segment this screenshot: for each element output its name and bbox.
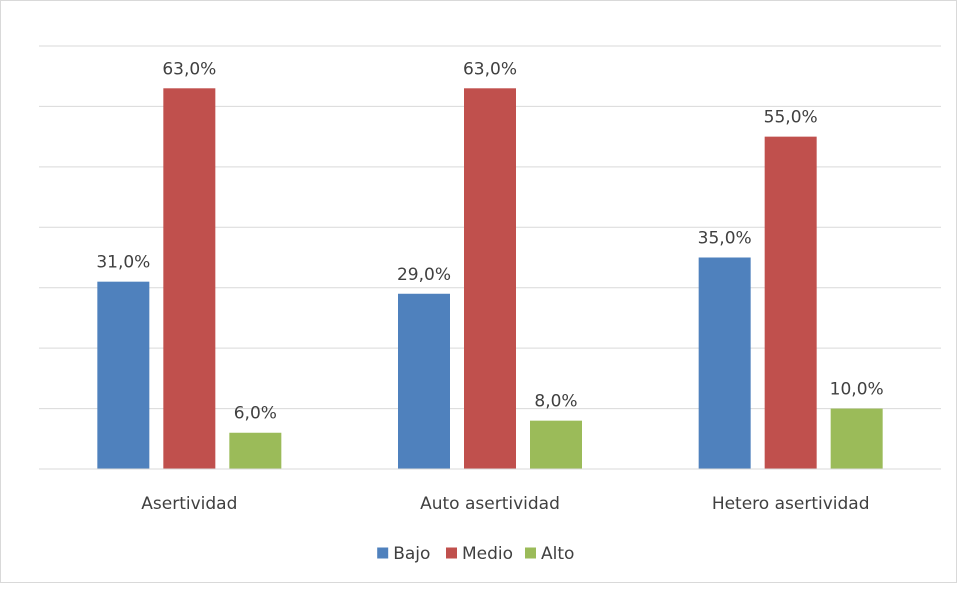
bars	[97, 88, 883, 470]
category-label: Hetero asertividad	[712, 494, 870, 514]
legend-swatch-alto	[525, 547, 536, 559]
category-label: Auto asertividad	[420, 494, 560, 514]
bar-bajo	[398, 293, 450, 469]
bar-medio	[464, 88, 516, 470]
data-label: 6,0%	[234, 404, 277, 424]
bar-alto	[530, 420, 582, 469]
data-label: 63,0%	[463, 59, 517, 79]
data-label: 63,0%	[162, 59, 216, 79]
legend-label: Medio	[462, 544, 513, 564]
bar-bajo	[698, 257, 751, 469]
data-label: 29,0%	[397, 265, 451, 285]
bar-medio	[764, 136, 817, 469]
category-axis: Asertividad Auto asertividad Hetero aserti…	[39, 468, 941, 514]
bar-medio	[163, 88, 216, 470]
data-label: 10,0%	[830, 380, 884, 400]
legend-swatch-medio	[446, 547, 457, 559]
data-label: 35,0%	[698, 229, 752, 249]
bar-bajo	[97, 281, 150, 469]
legend-label: Alto	[541, 544, 574, 564]
bar-alto	[229, 432, 282, 469]
legend-swatch-bajo	[377, 547, 389, 559]
data-label: 8,0%	[534, 392, 577, 412]
data-labels: 31,0% 63,0% 6,0% 29,0% 63,0% 8,0% 35,0% 55,0% 10…	[96, 59, 883, 423]
data-label: 55,0%	[764, 108, 818, 128]
legend: Bajo Medio Alto	[377, 544, 574, 564]
category-label: Asertividad	[141, 494, 237, 514]
bar-alto	[830, 408, 883, 469]
data-label: 31,0%	[96, 253, 150, 273]
legend-label: Bajo	[393, 544, 430, 564]
